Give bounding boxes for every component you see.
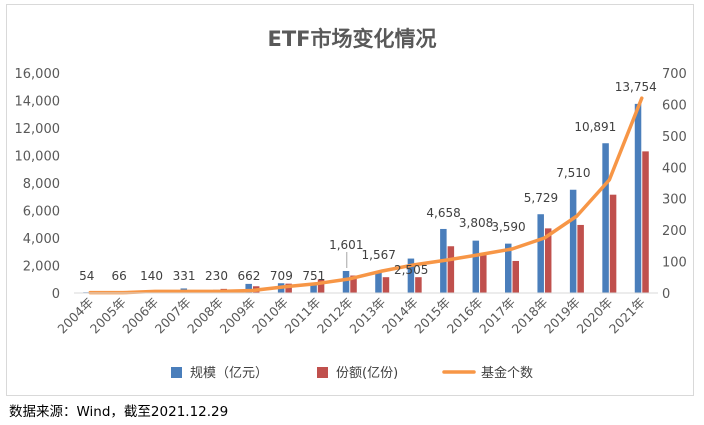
- data-label: 140: [140, 269, 163, 283]
- left-axis-tick-label: 10,000: [15, 150, 61, 165]
- scale-bar: [537, 214, 544, 293]
- legend-swatch: [171, 367, 182, 378]
- data-label: 13,754: [615, 80, 657, 94]
- share-bar: [480, 255, 487, 293]
- share-bar: [642, 151, 649, 293]
- share-bar: [447, 246, 455, 293]
- data-label: 3,808: [459, 216, 493, 230]
- right-axis-tick-label: 300: [662, 193, 687, 208]
- data-label: 54: [79, 269, 94, 283]
- right-axis-tick-label: 500: [662, 130, 687, 145]
- data-label: 66: [112, 269, 127, 283]
- etf-chart: ETF市场变化情况 0 2,000 4,000 6,000 8,000 10,000 12,…: [15, 27, 687, 381]
- right-axis-tick-label: 600: [662, 98, 687, 113]
- right-y-axis: 0 100 200 300 400 500 600 700: [662, 67, 687, 302]
- data-label: 10,891: [574, 120, 616, 134]
- data-label: 331: [173, 269, 196, 283]
- x-axis: 2004年2005年2006年2007年2008年2009年2010年2011年…: [54, 292, 658, 337]
- data-label: 230: [205, 269, 228, 283]
- share-bar: [415, 277, 422, 293]
- left-axis-tick-label: 4,000: [23, 232, 60, 247]
- data-label: 1,567: [362, 248, 396, 262]
- right-axis-tick-label: 400: [662, 161, 687, 176]
- data-label: 662: [237, 269, 260, 283]
- data-label: 7,510: [556, 166, 590, 180]
- share-bar: [350, 275, 357, 293]
- scale-bar: [634, 103, 642, 293]
- data-label: 2,505: [394, 263, 428, 277]
- data-label: 5,729: [524, 191, 558, 205]
- legend-label: 份额(亿份): [336, 366, 398, 381]
- left-axis-tick-label: 0: [52, 287, 60, 302]
- share-bar: [512, 260, 519, 293]
- left-axis-tick-label: 8,000: [23, 177, 60, 192]
- share-bar: [285, 283, 292, 293]
- right-axis-tick-label: 0: [662, 287, 670, 302]
- scale-bar: [342, 270, 350, 293]
- legend-label: 规模（亿元）: [190, 366, 268, 381]
- left-axis-tick-label: 16,000: [15, 67, 61, 82]
- x-axis-tick-label: 2021年: [606, 295, 648, 337]
- share-bar: [609, 194, 617, 293]
- left-axis-tick-label: 12,000: [15, 122, 61, 137]
- bar-group: [83, 103, 649, 294]
- source-note: 数据来源：Wind，截至2021.12.29: [9, 404, 229, 420]
- scale-bar: [602, 143, 609, 293]
- share-bar: [577, 224, 584, 293]
- share-bar: [544, 228, 552, 293]
- share-bar: [317, 279, 325, 293]
- line-group: [88, 96, 644, 295]
- data-label: 709: [270, 269, 293, 283]
- data-label: 3,590: [491, 220, 525, 234]
- scale-bar: [505, 243, 512, 293]
- fund-count-line: [88, 96, 644, 295]
- legend-label: 基金个数: [481, 365, 533, 381]
- scale-bar: [472, 240, 480, 293]
- scale-bar: [375, 271, 382, 293]
- right-axis-tick-label: 700: [662, 67, 687, 82]
- legend: 规模（亿元） 份额(亿份) 基金个数: [171, 365, 533, 381]
- legend-swatch: [317, 367, 328, 378]
- scale-bar: [245, 283, 252, 293]
- chart-title: ETF市场变化情况: [267, 27, 436, 51]
- scale-bar: [407, 258, 415, 293]
- left-axis-tick-label: 6,000: [23, 205, 60, 220]
- data-label: 4,658: [426, 206, 460, 220]
- left-y-axis: 0 2,000 4,000 6,000 8,000 10,000 12,000 14,000 1…: [15, 67, 61, 302]
- right-axis-tick-label: 200: [662, 224, 687, 239]
- share-bar: [382, 277, 390, 293]
- scale-bar: [569, 189, 577, 293]
- chart-frame: [6, 4, 694, 396]
- scale-bar: [310, 282, 317, 293]
- left-axis-tick-label: 2,000: [23, 260, 60, 275]
- left-axis-tick-label: 14,000: [15, 95, 61, 110]
- data-label: 751: [302, 269, 325, 283]
- data-label: 1,601: [329, 238, 363, 252]
- right-axis-tick-label: 100: [662, 256, 687, 271]
